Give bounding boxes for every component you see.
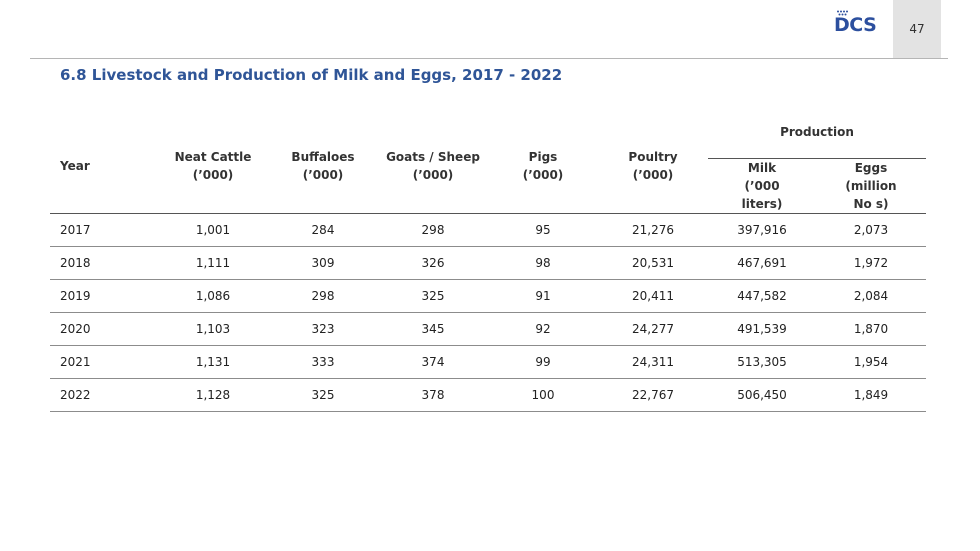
cell-year: 2021 — [50, 345, 158, 379]
cell-eggs: 1,849 — [816, 378, 926, 412]
cell-pigs: 99 — [488, 345, 598, 379]
cell-buffaloes: 323 — [268, 312, 378, 346]
header-pigs: Pigs (’000) — [488, 118, 598, 214]
cell-milk: 467,691 — [708, 246, 816, 280]
cell-neat-cattle: 1,111 — [158, 246, 268, 280]
cell-year: 2018 — [50, 246, 158, 280]
cell-goats-sheep: 298 — [378, 213, 488, 247]
cell-eggs: 2,084 — [816, 279, 926, 313]
cell-poultry: 20,411 — [598, 279, 708, 313]
dcs-logo: DCS — [834, 10, 880, 36]
cell-buffaloes: 298 — [268, 279, 378, 313]
cell-milk: 513,305 — [708, 345, 816, 379]
cell-pigs: 91 — [488, 279, 598, 313]
cell-eggs: 2,073 — [816, 213, 926, 247]
cell-pigs: 100 — [488, 378, 598, 412]
cell-pigs: 92 — [488, 312, 598, 346]
table-row: 2018 1,111 309 326 98 20,531 467,691 1,9… — [50, 246, 926, 280]
cell-goats-sheep: 326 — [378, 246, 488, 280]
cell-eggs: 1,972 — [816, 246, 926, 280]
cell-eggs: 1,954 — [816, 345, 926, 379]
logo-text: DCS — [834, 14, 877, 36]
table-row: 2019 1,086 298 325 91 20,411 447,582 2,0… — [50, 279, 926, 313]
header-neat-cattle: Neat Cattle (’000) — [158, 118, 268, 214]
page-number: 47 — [893, 0, 941, 58]
header-goats-sheep: Goats / Sheep (’000) — [378, 118, 488, 214]
livestock-table: Year Neat Cattle (’000) Buffaloes (’000) G… — [50, 118, 926, 412]
header-milk: Milk (’000 liters) — [708, 158, 816, 214]
header-divider — [30, 58, 948, 59]
logo-dots-icon — [837, 10, 848, 16]
cell-year: 2022 — [50, 378, 158, 412]
header-eggs: Eggs (million No s) — [816, 158, 926, 214]
cell-milk: 491,539 — [708, 312, 816, 346]
cell-milk: 447,582 — [708, 279, 816, 313]
cell-buffaloes: 309 — [268, 246, 378, 280]
cell-neat-cattle: 1,001 — [158, 213, 268, 247]
cell-pigs: 98 — [488, 246, 598, 280]
cell-neat-cattle: 1,131 — [158, 345, 268, 379]
cell-buffaloes: 333 — [268, 345, 378, 379]
table-row: 2020 1,103 323 345 92 24,277 491,539 1,8… — [50, 312, 926, 346]
table-row: 2022 1,128 325 378 100 22,767 506,450 1,… — [50, 378, 926, 412]
cell-poultry: 24,311 — [598, 345, 708, 379]
table-row: 2017 1,001 284 298 95 21,276 397,916 2,0… — [50, 213, 926, 247]
table-row: 2021 1,131 333 374 99 24,311 513,305 1,9… — [50, 345, 926, 379]
cell-milk: 397,916 — [708, 213, 816, 247]
cell-goats-sheep: 374 — [378, 345, 488, 379]
cell-poultry: 24,277 — [598, 312, 708, 346]
cell-year: 2019 — [50, 279, 158, 313]
cell-goats-sheep: 378 — [378, 378, 488, 412]
cell-neat-cattle: 1,086 — [158, 279, 268, 313]
cell-pigs: 95 — [488, 213, 598, 247]
header-poultry: Poultry (’000) — [598, 118, 708, 214]
cell-poultry: 21,276 — [598, 213, 708, 247]
cell-goats-sheep: 325 — [378, 279, 488, 313]
header-buffaloes: Buffaloes (’000) — [268, 118, 378, 214]
header-production: Production — [708, 118, 926, 159]
cell-neat-cattle: 1,103 — [158, 312, 268, 346]
cell-goats-sheep: 345 — [378, 312, 488, 346]
cell-buffaloes: 284 — [268, 213, 378, 247]
cell-year: 2017 — [50, 213, 158, 247]
cell-year: 2020 — [50, 312, 158, 346]
header-year: Year — [50, 118, 158, 214]
cell-milk: 506,450 — [708, 378, 816, 412]
cell-poultry: 20,531 — [598, 246, 708, 280]
page-title: 6.8 Livestock and Production of Milk and… — [60, 66, 563, 84]
cell-buffaloes: 325 — [268, 378, 378, 412]
cell-neat-cattle: 1,128 — [158, 378, 268, 412]
cell-eggs: 1,870 — [816, 312, 926, 346]
cell-poultry: 22,767 — [598, 378, 708, 412]
